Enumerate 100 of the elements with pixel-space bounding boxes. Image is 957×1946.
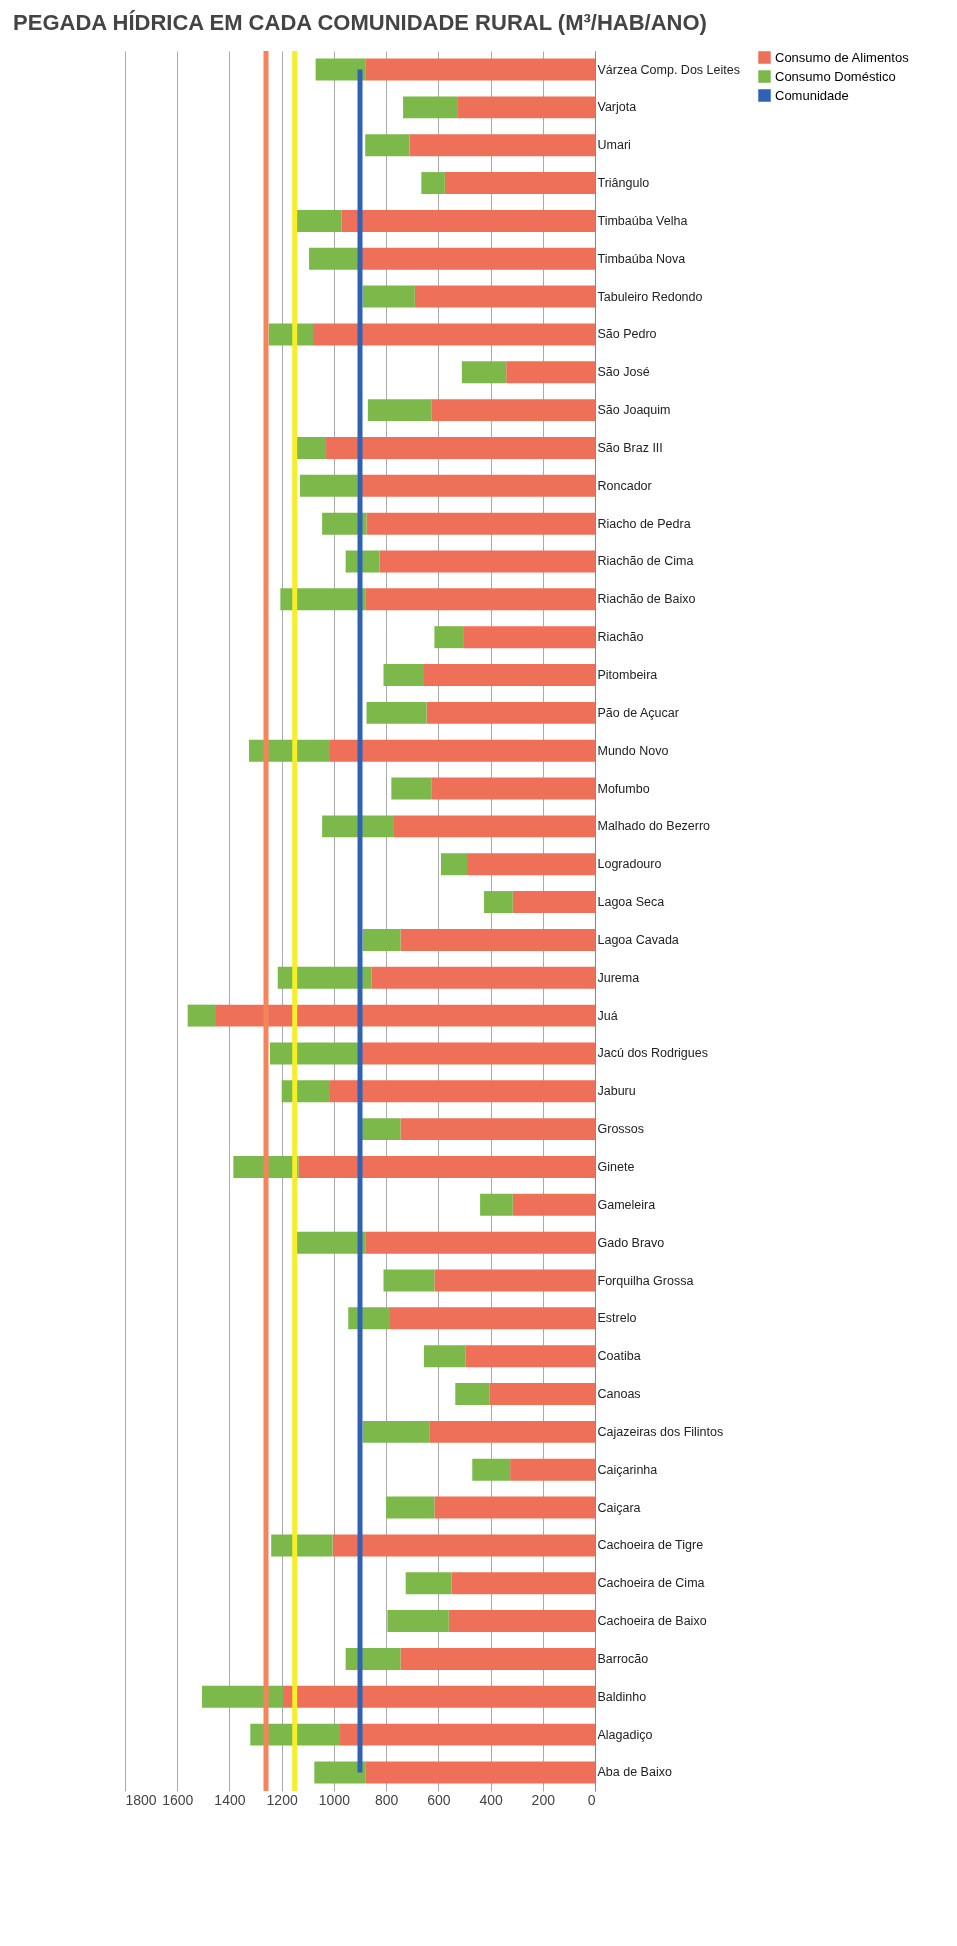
y-tick-label: Ginete [597, 1159, 635, 1174]
bar [465, 1345, 595, 1368]
bar [510, 1458, 595, 1481]
x-tick-label: 1600 [162, 1791, 194, 1808]
bar [271, 1534, 333, 1557]
y-tick-label: Roncador [597, 478, 652, 493]
bar [294, 1231, 366, 1254]
bar [383, 1269, 435, 1292]
y-tick-label: São José [597, 365, 650, 380]
bar [365, 58, 595, 81]
bar [423, 1345, 466, 1368]
bar [400, 1647, 595, 1670]
bar [463, 626, 595, 649]
y-tick-label: Canoas [597, 1387, 641, 1402]
bar [379, 550, 595, 573]
y-tick-label: São Joaquim [597, 403, 671, 418]
y-tick-label: Mofumbo [597, 781, 650, 796]
bar [434, 1496, 595, 1519]
bar [431, 777, 595, 800]
bar [480, 1193, 513, 1216]
bar [472, 1458, 511, 1481]
y-tick-label: Pão de Açucar [597, 705, 679, 720]
legend-label: Consumo de Alimentos [775, 49, 910, 65]
bar [282, 1685, 595, 1708]
bar [298, 1156, 595, 1178]
y-tick-label: Tabuleiro Redondo [597, 289, 703, 304]
y-tick-label: Riachão de Baixo [597, 592, 696, 607]
bar [431, 399, 595, 422]
y-tick-label: Gado Bravo [597, 1235, 665, 1250]
y-tick-label: Umari [597, 138, 631, 153]
x-tick-label: 800 [374, 1791, 399, 1808]
x-tick-label: 600 [427, 1791, 451, 1808]
y-tick-label: Caiçarinha [597, 1462, 658, 1477]
y-tick-label: Alagadiço [597, 1727, 653, 1742]
bar [393, 815, 595, 838]
bar [365, 1231, 595, 1254]
y-tick-label: Grossos [597, 1122, 645, 1137]
y-tick-label: Cachoeira de Tigre [597, 1538, 704, 1553]
y-tick-label: Juá [597, 1008, 618, 1023]
x-tick-label: 0 [587, 1791, 596, 1808]
bar [314, 1761, 366, 1784]
bar [366, 701, 427, 724]
y-tick-label: Coatiba [597, 1349, 641, 1364]
bar [423, 664, 595, 686]
bar [512, 1193, 595, 1216]
bar [315, 58, 366, 81]
y-tick-label: Lagoa Cavada [597, 932, 679, 947]
bar [362, 1420, 430, 1443]
bar [461, 361, 507, 384]
x-tick-label: 1000 [318, 1791, 351, 1808]
bar [444, 172, 595, 195]
bar [357, 474, 595, 497]
bar [409, 134, 595, 157]
bar [421, 172, 445, 195]
bar [403, 96, 458, 119]
bar [365, 134, 410, 157]
bar [451, 1572, 595, 1595]
y-tick-label: Caiçara [597, 1500, 641, 1515]
y-tick-label: Varjota [597, 100, 637, 115]
y-tick-label: Logradouro [597, 857, 662, 872]
y-tick-label: São Braz III [597, 440, 663, 455]
bar [365, 1761, 595, 1784]
bar [329, 739, 595, 762]
bar [489, 1383, 595, 1406]
y-tick-label: Aba de Baixo [597, 1765, 672, 1780]
x-tick-label: 1800 [125, 1791, 157, 1808]
bar [434, 1269, 595, 1292]
bar [414, 285, 595, 308]
legend-label: Comunidade [775, 87, 849, 103]
bar [361, 1118, 401, 1141]
bar [362, 285, 415, 308]
bar [309, 247, 359, 270]
bar [366, 512, 595, 535]
bar [457, 96, 595, 119]
bar [390, 1307, 595, 1330]
bar [484, 891, 513, 914]
y-tick-label: Baldinho [597, 1689, 647, 1704]
y-tick-label: Estrelo [597, 1311, 637, 1326]
bar [332, 1534, 595, 1557]
bar [512, 891, 595, 914]
bar [440, 853, 468, 876]
bar [405, 1572, 452, 1595]
y-tick-label: Gameleira [597, 1197, 656, 1212]
x-tick-label: 200 [531, 1791, 556, 1808]
bar [339, 1723, 595, 1746]
y-tick-label: São Pedro [597, 327, 657, 342]
bar [187, 1004, 216, 1027]
legend-label: Consumo Doméstico [775, 68, 896, 84]
x-tick-label: 1200 [266, 1791, 298, 1808]
bar [434, 626, 464, 649]
bar [326, 436, 595, 459]
bar [371, 966, 595, 989]
y-tick-label: Cachoeira de Baixo [597, 1614, 707, 1629]
bar [341, 209, 595, 232]
bar [383, 664, 424, 686]
y-tick-label: Cachoeira de Cima [597, 1576, 705, 1591]
bar [365, 588, 595, 611]
y-tick-label: Riacho de Pedra [597, 516, 691, 531]
bar [367, 399, 432, 422]
bar [215, 1004, 595, 1027]
